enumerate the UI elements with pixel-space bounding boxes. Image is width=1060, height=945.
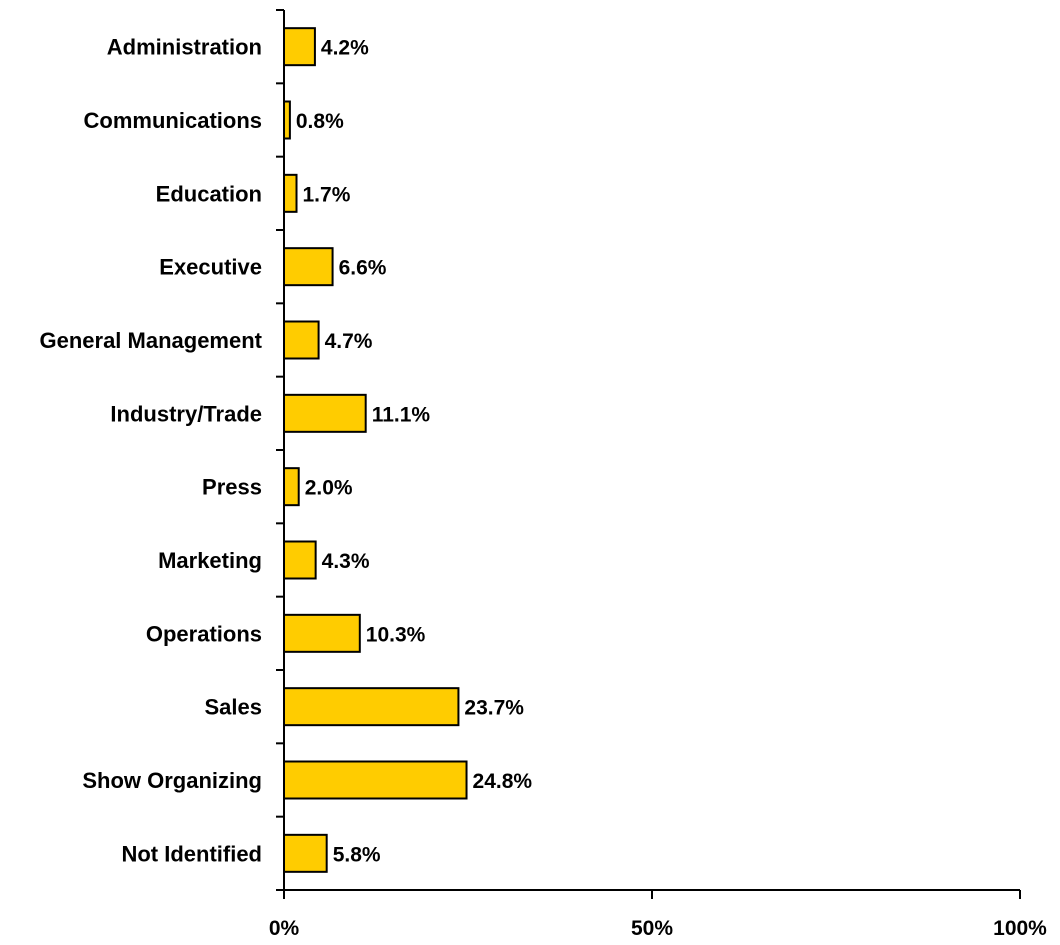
value-label: 4.7% — [325, 330, 373, 353]
category-label: Communications — [84, 108, 262, 133]
bar — [283, 247, 334, 287]
x-tick-label: 50% — [631, 917, 673, 940]
value-label: 4.2% — [321, 37, 369, 60]
bar — [283, 687, 460, 727]
value-label: 11.1% — [372, 403, 431, 426]
axis-layer — [283, 10, 1020, 891]
x-tick-label: 0% — [269, 917, 300, 940]
category-label: Administration — [107, 35, 262, 60]
category-label: Executive — [159, 255, 262, 280]
category-label: Education — [156, 181, 262, 206]
value-label: 24.8% — [473, 770, 533, 793]
value-label: 6.6% — [339, 257, 387, 280]
category-label: Industry/Trade — [110, 401, 262, 426]
category-label: Press — [202, 475, 262, 500]
bar — [283, 27, 316, 67]
bar — [283, 320, 320, 360]
category-label: Operations — [146, 621, 262, 646]
value-label: 4.3% — [322, 550, 370, 573]
value-label: 1.7% — [303, 183, 351, 206]
bar — [283, 173, 298, 213]
category-label: Sales — [205, 695, 263, 720]
value-label: 0.8% — [296, 110, 344, 133]
bar — [283, 760, 468, 800]
category-label: General Management — [39, 328, 262, 353]
value-label: 23.7% — [464, 697, 524, 720]
bar — [283, 467, 300, 507]
bar — [283, 393, 367, 433]
ticks-layer — [276, 9, 1021, 899]
x-tick-label: 100% — [993, 917, 1047, 940]
value-label: 10.3% — [366, 623, 426, 646]
value-label: 5.8% — [333, 843, 381, 866]
value-label: 2.0% — [305, 477, 353, 500]
bars-layer — [283, 27, 468, 873]
bar — [283, 613, 361, 653]
labels-layer: 0% 50% 100% Administration 4.2% Communication… — [39, 35, 1047, 940]
bar — [283, 540, 317, 580]
category-label: Marketing — [158, 548, 262, 573]
bar — [283, 833, 328, 873]
category-label: Not Identified — [121, 841, 262, 866]
category-label: Show Organizing — [82, 768, 262, 793]
